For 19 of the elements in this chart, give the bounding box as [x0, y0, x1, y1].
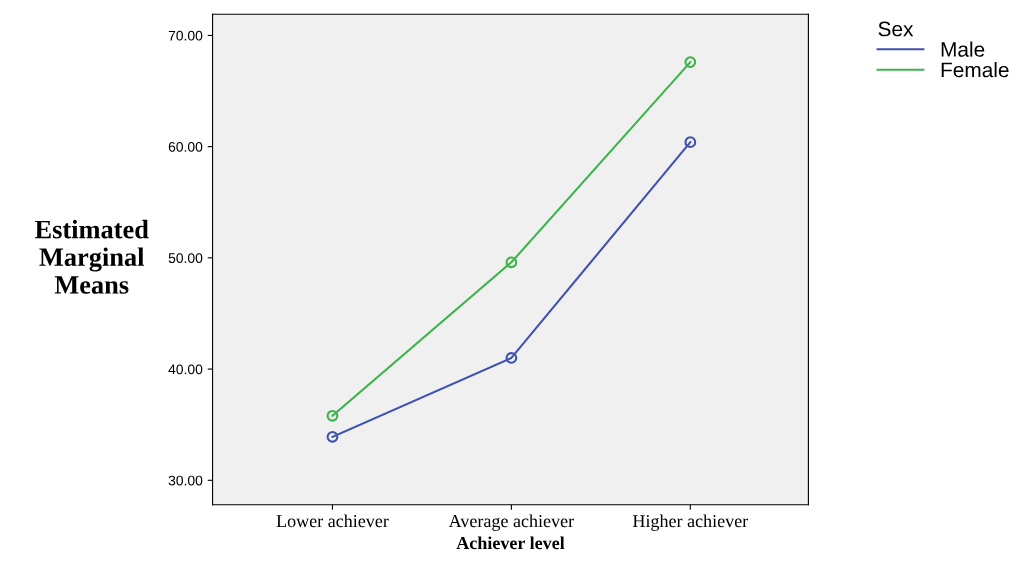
point: [684, 136, 697, 149]
legend-title: Sex: [878, 21, 914, 37]
x-tick-label: Average achiever: [448, 514, 574, 531]
y-tick-label: 60.00: [168, 141, 203, 152]
point: [505, 352, 518, 364]
y-tick-label: 70.00: [168, 30, 203, 41]
y-tick-label: 50.00: [168, 253, 203, 264]
y-tick-label: 30.00: [168, 475, 203, 486]
point: [326, 431, 339, 443]
legend-label: Male: [941, 41, 985, 57]
legend-label: Female: [941, 61, 1009, 78]
point: [326, 409, 339, 422]
point: [684, 56, 697, 68]
y-axis-title: Estimated Marginal Means: [34, 219, 149, 294]
x-tick-label: Lower achiever: [276, 514, 389, 528]
y-tick-label: 40.00: [168, 364, 203, 375]
x-axis-title: Achiever level: [456, 536, 565, 550]
x-tick-label: Higher achiever: [632, 514, 749, 531]
point: [505, 256, 518, 269]
